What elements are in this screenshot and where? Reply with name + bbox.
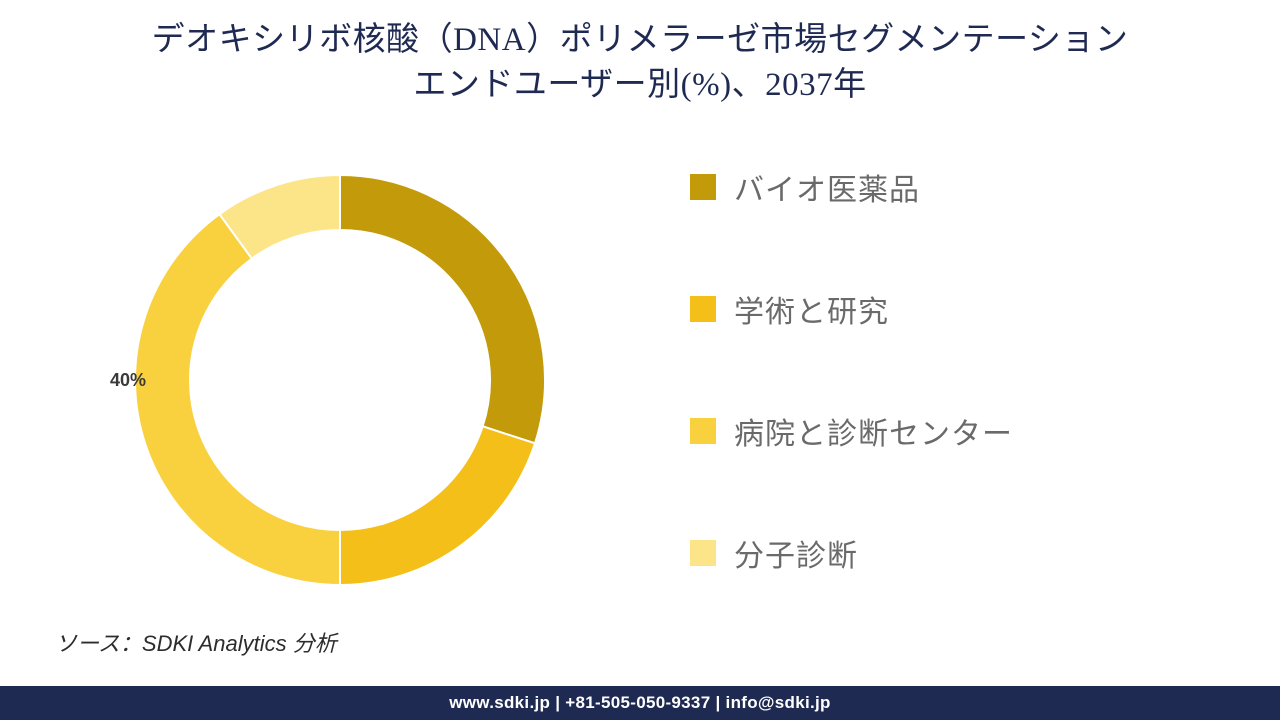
legend-item: 学術と研究: [690, 287, 1250, 331]
legend-swatch: [690, 174, 716, 200]
footer-text: www.sdki.jp | +81-505-050-9337 | info@sd…: [449, 693, 830, 712]
legend-swatch: [690, 540, 716, 566]
footer-bar: www.sdki.jp | +81-505-050-9337 | info@sd…: [0, 686, 1280, 720]
legend: バイオ医薬品学術と研究病院と診断センター分子診断: [690, 165, 1250, 653]
legend-label: 病院と診断センター: [734, 409, 1013, 453]
legend-label: 学術と研究: [734, 287, 889, 331]
donut-slice-hospital: [135, 214, 340, 585]
legend-item: 分子診断: [690, 531, 1250, 575]
title-line-1: デオキシリボ核酸（DNA）ポリメラーゼ市場セグメンテーション: [152, 22, 1129, 58]
chart-title: デオキシリボ核酸（DNA）ポリメラーゼ市場セグメンテーション エンドユーザー別(…: [0, 0, 1280, 107]
slice-data-label: 40%: [110, 370, 146, 391]
legend-label: バイオ医薬品: [734, 165, 920, 209]
donut-slice-biopharma: [340, 175, 545, 443]
legend-label: 分子診断: [734, 531, 858, 575]
legend-item: 病院と診断センター: [690, 409, 1250, 453]
donut-chart: 40%: [60, 130, 620, 630]
slide-container: デオキシリボ核酸（DNA）ポリメラーゼ市場セグメンテーション エンドユーザー別(…: [0, 0, 1280, 720]
legend-swatch: [690, 296, 716, 322]
title-line-2: エンドユーザー別(%)、2037年: [413, 67, 866, 103]
legend-item: バイオ医薬品: [690, 165, 1250, 209]
source-text: ソース：SDKI Analytics 分析: [55, 626, 337, 658]
legend-swatch: [690, 418, 716, 444]
donut-slice-academic: [340, 426, 535, 585]
